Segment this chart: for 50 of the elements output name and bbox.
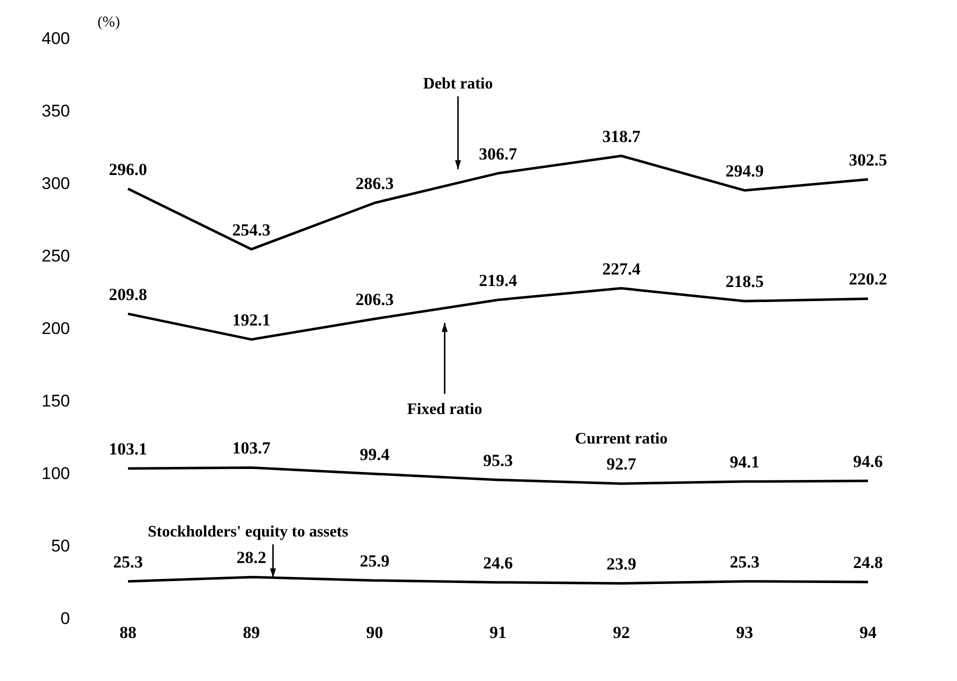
data-label: 227.4 bbox=[602, 259, 641, 278]
data-label: 218.5 bbox=[726, 272, 764, 292]
data-label: 25.3 bbox=[730, 552, 760, 572]
data-label: 23.9 bbox=[606, 554, 636, 574]
data-label: 25.9 bbox=[360, 551, 390, 570]
data-label: 206.3 bbox=[356, 290, 394, 309]
x-tick-label: 93 bbox=[736, 623, 754, 642]
text: Stockholders' equity to assets bbox=[148, 523, 348, 540]
data-label: 94.6 bbox=[853, 452, 883, 471]
y-tick-label: 50 bbox=[51, 536, 70, 556]
y-tick-label: 100 bbox=[42, 464, 70, 484]
data-label: 219.4 bbox=[478, 270, 518, 290]
y-tick-label: 350 bbox=[42, 102, 70, 121]
text: Debt ratio bbox=[423, 75, 493, 92]
x-tick-label: 88 bbox=[120, 623, 136, 642]
data-label: 209.8 bbox=[108, 284, 148, 304]
x-tick-label: 92 bbox=[612, 623, 630, 642]
data-label: 94.1 bbox=[730, 452, 760, 472]
data-label: 25.3 bbox=[113, 552, 143, 572]
data-label: 294.9 bbox=[726, 161, 764, 180]
data-label: 286.3 bbox=[356, 174, 394, 193]
line-series bbox=[126, 576, 870, 585]
text: Current ratio bbox=[575, 430, 668, 448]
data-label: 95.3 bbox=[483, 450, 513, 470]
y-axis-title: (%) bbox=[98, 14, 120, 31]
data-label: 254.3 bbox=[232, 220, 270, 240]
data-label: 92.7 bbox=[606, 454, 637, 474]
y-tick-label: 150 bbox=[42, 392, 70, 411]
data-label: 302.5 bbox=[848, 150, 888, 170]
data-label: 24.8 bbox=[853, 553, 883, 572]
data-label: 318.7 bbox=[602, 126, 641, 146]
data-label: 220.2 bbox=[848, 270, 888, 289]
x-tick-label: 94 bbox=[860, 623, 877, 642]
data-label: 28.2 bbox=[236, 548, 266, 568]
y-tick-label: 400 bbox=[42, 29, 70, 48]
y-tick-label: 200 bbox=[42, 319, 70, 338]
x-tick-label: 89 bbox=[242, 623, 260, 642]
x-tick-label: 91 bbox=[490, 623, 506, 642]
y-tick-label: 300 bbox=[42, 174, 70, 194]
data-label: 306.7 bbox=[478, 144, 518, 164]
data-label: 103.1 bbox=[108, 440, 148, 459]
data-label: 192.1 bbox=[232, 310, 270, 330]
x-tick-label: 90 bbox=[366, 623, 384, 642]
data-label: 103.7 bbox=[232, 438, 271, 458]
text: Fixed ratio bbox=[407, 400, 482, 418]
data-label: 24.6 bbox=[483, 553, 513, 572]
data-label: 296.0 bbox=[108, 160, 148, 179]
data-label: 99.4 bbox=[360, 444, 390, 464]
y-tick-label: 250 bbox=[42, 246, 70, 266]
y-tick-label: 0 bbox=[60, 609, 70, 628]
